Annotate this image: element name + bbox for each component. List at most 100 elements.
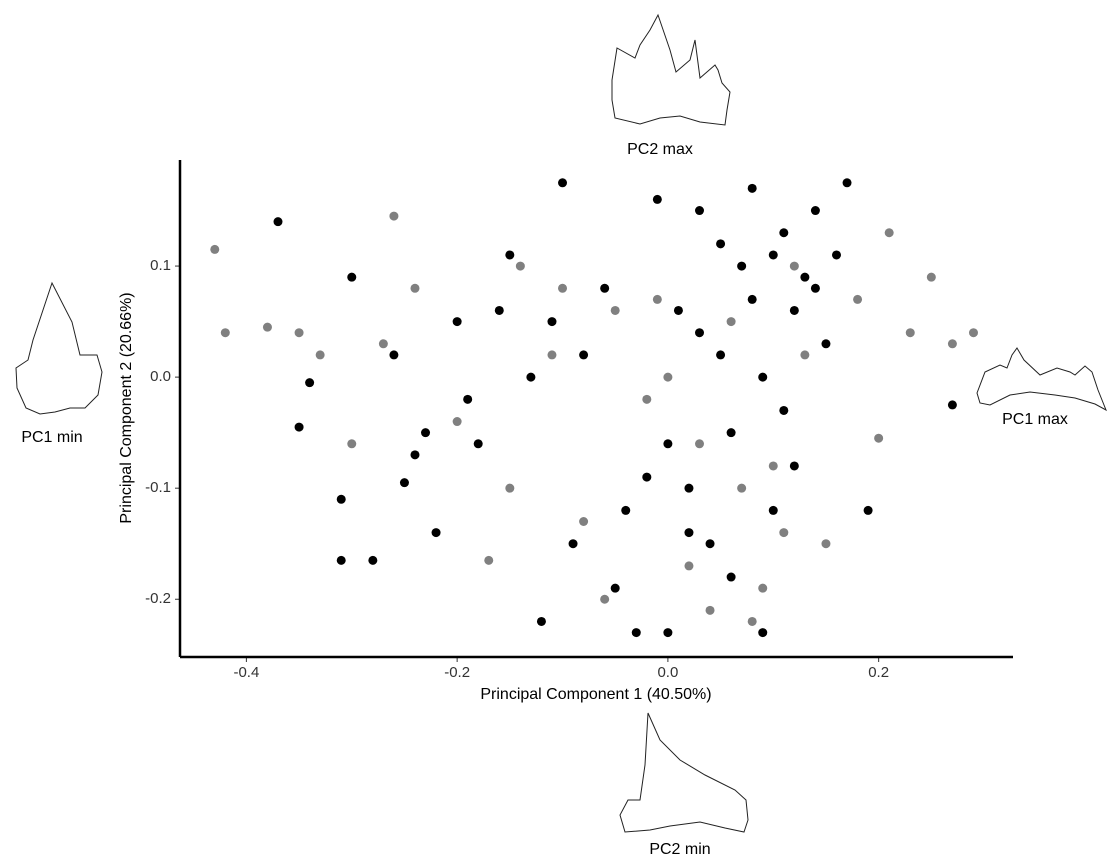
point — [747, 294, 757, 304]
y-tick-label: -0.2 — [145, 590, 171, 607]
shape-pc2-min — [619, 712, 749, 833]
point — [600, 283, 610, 293]
point — [842, 178, 852, 188]
point — [399, 478, 409, 488]
point — [505, 250, 515, 260]
point — [568, 539, 578, 549]
point — [695, 439, 705, 449]
point — [505, 483, 515, 493]
point — [768, 461, 778, 471]
point — [768, 505, 778, 515]
point — [305, 378, 315, 388]
point — [874, 433, 884, 443]
point — [673, 305, 683, 315]
point — [547, 317, 557, 327]
point — [463, 394, 473, 404]
point — [705, 539, 715, 549]
point — [389, 211, 399, 221]
point — [558, 283, 568, 293]
point — [684, 561, 694, 571]
point — [789, 261, 799, 271]
point — [684, 528, 694, 538]
y-tick-label: 0.0 — [150, 368, 171, 385]
point — [526, 372, 536, 382]
annotation: PC2 max — [627, 141, 693, 158]
point — [747, 183, 757, 193]
point — [947, 339, 957, 349]
point — [547, 350, 557, 360]
point — [515, 261, 525, 271]
point — [600, 594, 610, 604]
point — [652, 294, 662, 304]
point — [336, 494, 346, 504]
point — [389, 350, 399, 360]
point — [789, 461, 799, 471]
y-tick-label: -0.1 — [145, 479, 171, 496]
point — [810, 283, 820, 293]
point — [968, 328, 978, 338]
point — [220, 328, 230, 338]
point — [821, 539, 831, 549]
point — [747, 616, 757, 626]
point — [273, 217, 283, 227]
point — [800, 350, 810, 360]
x-tick-label: -0.2 — [444, 664, 470, 681]
point — [726, 428, 736, 438]
point — [779, 528, 789, 538]
point — [579, 350, 589, 360]
point — [315, 350, 325, 360]
point — [452, 417, 462, 427]
point — [294, 422, 304, 432]
point — [558, 178, 568, 188]
y-tick-label: 0.1 — [150, 257, 171, 274]
point — [347, 439, 357, 449]
annotation: PC2 min — [649, 841, 710, 858]
point — [684, 483, 694, 493]
point — [663, 628, 673, 638]
point — [821, 339, 831, 349]
point — [410, 283, 420, 293]
annotation: PC1 max — [1002, 411, 1068, 428]
x-tick-label: 0.2 — [868, 664, 889, 681]
point — [716, 239, 726, 249]
point — [789, 305, 799, 315]
y-axis-label: Principal Component 2 (20.66%) — [118, 292, 135, 523]
point — [705, 605, 715, 615]
point — [610, 305, 620, 315]
point — [536, 616, 546, 626]
point — [294, 328, 304, 338]
point — [758, 583, 768, 593]
point — [452, 317, 462, 327]
point — [210, 244, 220, 254]
shape-pc1-min — [15, 281, 103, 415]
x-tick-label: -0.4 — [233, 664, 259, 681]
point — [726, 572, 736, 582]
shape-pc2-max — [611, 13, 731, 126]
point — [368, 555, 378, 565]
point — [378, 339, 388, 349]
point — [663, 439, 673, 449]
point — [579, 517, 589, 527]
point — [779, 228, 789, 238]
point — [663, 372, 673, 382]
point — [431, 528, 441, 538]
point — [347, 272, 357, 282]
point — [853, 294, 863, 304]
shape-pc1-max — [976, 347, 1107, 412]
point — [652, 194, 662, 204]
point — [336, 555, 346, 565]
point — [831, 250, 841, 260]
point — [905, 328, 915, 338]
point — [621, 505, 631, 515]
point — [726, 317, 736, 327]
point — [737, 483, 747, 493]
point — [494, 305, 504, 315]
point — [758, 372, 768, 382]
x-tick-label: 0.0 — [657, 664, 678, 681]
point — [737, 261, 747, 271]
x-axis-label: Principal Component 1 (40.50%) — [480, 686, 711, 703]
point — [716, 350, 726, 360]
point — [610, 583, 620, 593]
point — [779, 405, 789, 415]
point — [473, 439, 483, 449]
